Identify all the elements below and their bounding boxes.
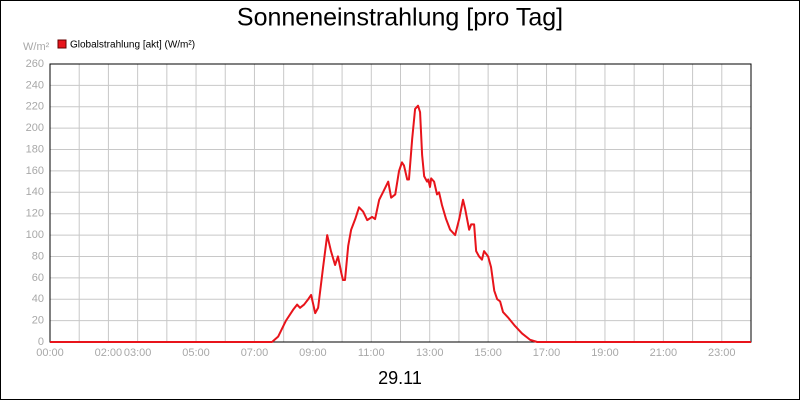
y-tick-label: 60 (32, 272, 44, 284)
x-tick-label: 23:00 (708, 347, 736, 359)
x-tick-label: 03:00 (124, 347, 152, 359)
x-tick-label: 17:00 (533, 347, 561, 359)
x-label: 29.11 (378, 368, 422, 388)
x-tick-label: 21:00 (650, 347, 678, 359)
x-tick-label: 02:00 (95, 347, 123, 359)
plot-border (49, 63, 752, 343)
y-tick-label: 160 (26, 165, 44, 177)
x-tick-label: 07:00 (241, 347, 269, 359)
y-tick-label: 80 (32, 250, 44, 262)
legend-swatch (57, 39, 67, 49)
y-unit: W/m² (23, 41, 50, 53)
y-tick-label: 20 (32, 315, 44, 327)
legend-label: Globalstrahlung [akt] (W/m²) (70, 40, 195, 51)
y-tick-label: 140 (26, 186, 44, 198)
y-tick-label: 260 (26, 58, 44, 70)
x-tick-label: 09:00 (299, 347, 327, 359)
chart-title: Sonneneinstrahlung [pro Tag] (237, 4, 563, 32)
y-tick-label: 240 (26, 79, 44, 91)
x-tick-label: 05:00 (182, 347, 210, 359)
y-tick-label: 180 (26, 143, 44, 155)
x-tick-label: 19:00 (591, 347, 619, 359)
y-tick-label: 120 (26, 208, 44, 220)
x-tick-label: 15:00 (474, 347, 502, 359)
x-tick-label: 00:00 (36, 347, 64, 359)
data-line (50, 104, 751, 343)
y-tick-label: 0 (38, 336, 44, 348)
y-tick-label: 100 (26, 229, 44, 241)
y-tick-label: 40 (32, 293, 44, 305)
y-tick-label: 220 (26, 101, 44, 113)
y-tick-label: 200 (26, 122, 44, 134)
x-tick-label: 13:00 (416, 347, 444, 359)
x-tick-label: 11:00 (358, 347, 385, 359)
